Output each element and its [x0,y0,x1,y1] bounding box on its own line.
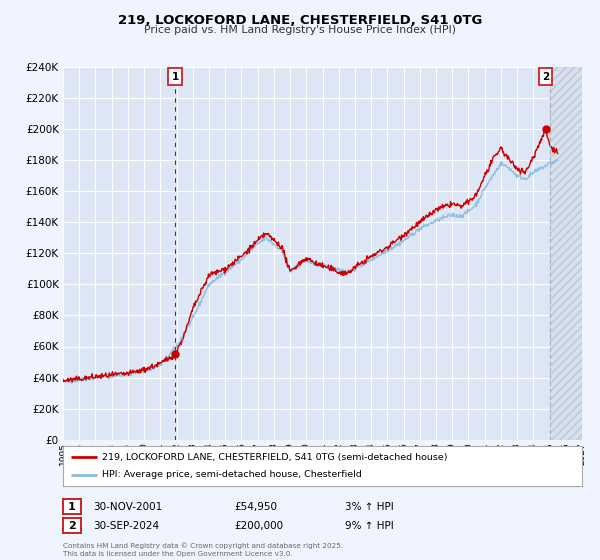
Text: 2: 2 [542,72,549,82]
Text: 30-SEP-2024: 30-SEP-2024 [93,521,159,530]
Text: £54,950: £54,950 [234,502,277,511]
Text: 219, LOCKOFORD LANE, CHESTERFIELD, S41 0TG: 219, LOCKOFORD LANE, CHESTERFIELD, S41 0… [118,14,482,27]
Text: 30-NOV-2001: 30-NOV-2001 [93,502,162,511]
Text: 9% ↑ HPI: 9% ↑ HPI [345,521,394,530]
Text: 219, LOCKOFORD LANE, CHESTERFIELD, S41 0TG (semi-detached house): 219, LOCKOFORD LANE, CHESTERFIELD, S41 0… [102,452,448,461]
Text: 1: 1 [68,502,76,511]
Text: Price paid vs. HM Land Registry's House Price Index (HPI): Price paid vs. HM Land Registry's House … [144,25,456,35]
Bar [550,67,582,440]
Text: Contains HM Land Registry data © Crown copyright and database right 2025.
This d: Contains HM Land Registry data © Crown c… [63,543,343,557]
Text: 2: 2 [68,521,76,530]
Text: £200,000: £200,000 [234,521,283,530]
Text: HPI: Average price, semi-detached house, Chesterfield: HPI: Average price, semi-detached house,… [102,470,362,479]
Text: 3% ↑ HPI: 3% ↑ HPI [345,502,394,511]
Text: 1: 1 [172,72,179,82]
